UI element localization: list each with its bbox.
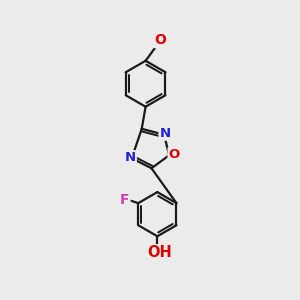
Text: F: F (120, 193, 129, 207)
Text: N: N (125, 151, 136, 164)
Text: OH: OH (147, 245, 172, 260)
Text: N: N (160, 127, 171, 140)
Text: O: O (155, 33, 167, 47)
Text: O: O (169, 148, 180, 161)
